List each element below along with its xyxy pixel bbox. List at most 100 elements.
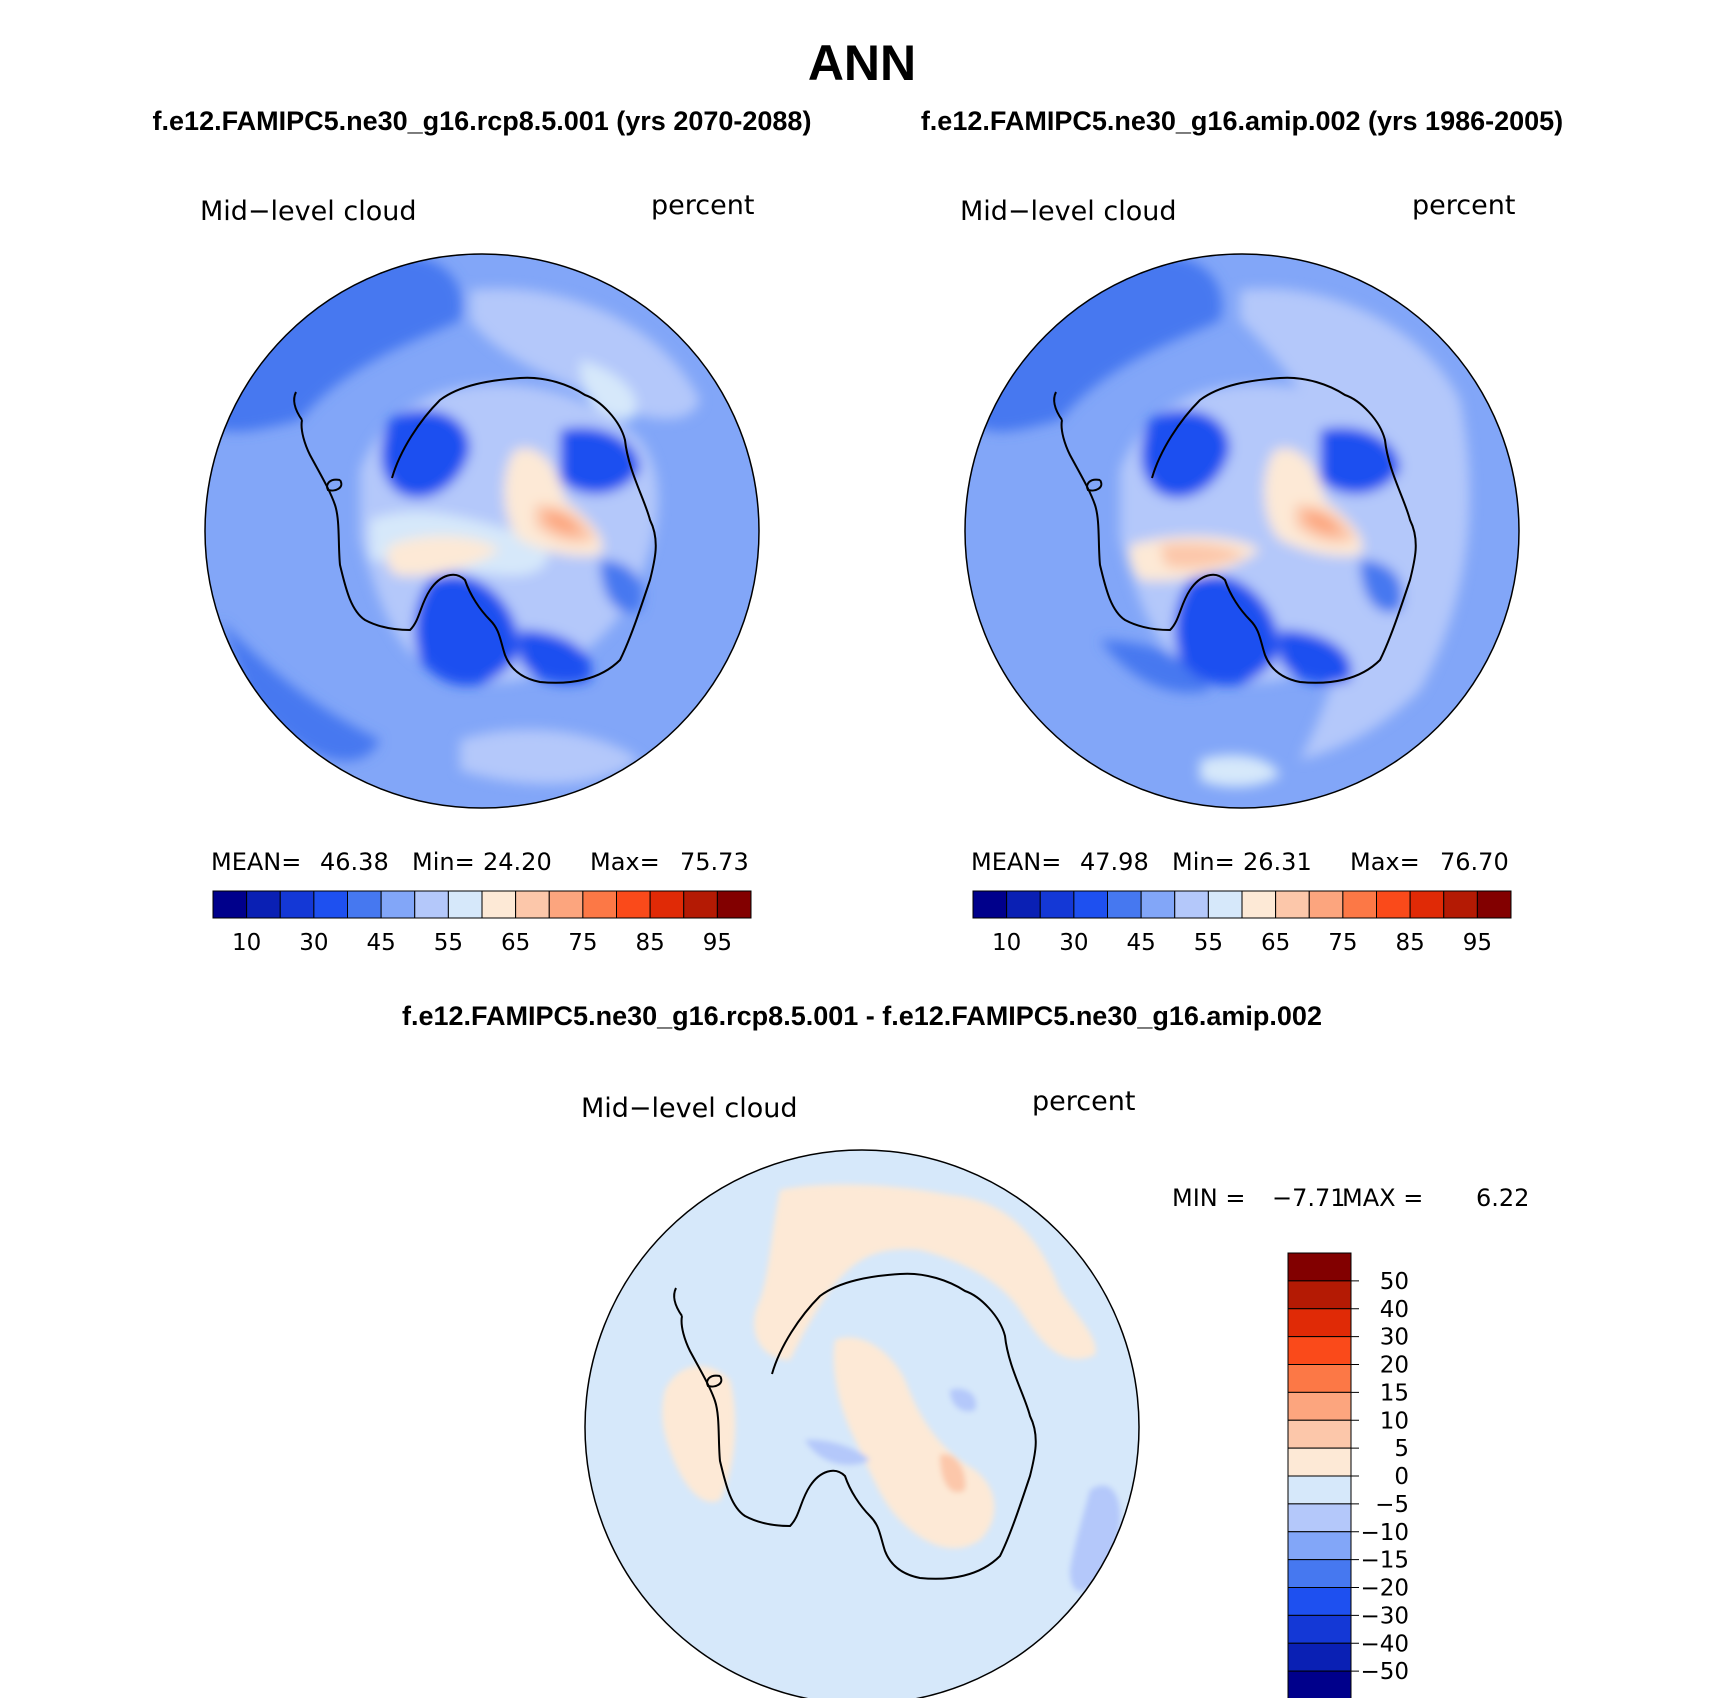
colorbar-swatch bbox=[1006, 890, 1041, 919]
colorbar-tick-label: 15 bbox=[1380, 1380, 1409, 1406]
coastline-peninsula bbox=[293, 391, 343, 492]
colorbar-swatch bbox=[380, 890, 416, 919]
contour-deep-blue bbox=[970, 255, 1222, 432]
colorbar-tick-label: 5 bbox=[1394, 1436, 1409, 1462]
colorbar-swatch bbox=[616, 890, 651, 919]
coastline-peninsula bbox=[1053, 391, 1103, 492]
colorbar-tick-label: −40 bbox=[1360, 1631, 1409, 1657]
contour-high-blue bbox=[381, 410, 470, 498]
colorbar-swatch bbox=[1174, 890, 1209, 919]
mean-label: MEAN= bbox=[211, 848, 301, 876]
colorbar-swatch bbox=[1287, 1308, 1352, 1338]
min-label: Min= bbox=[1172, 848, 1235, 876]
polar-map-difference bbox=[585, 1150, 1139, 1698]
contour-high-blue bbox=[520, 630, 592, 684]
contour-deep-blue bbox=[1100, 640, 1210, 693]
colorbar-swatch bbox=[1409, 890, 1445, 919]
colorbar-swatch bbox=[1275, 890, 1310, 919]
map-panel-b: Mid−level cloud percent bbox=[960, 190, 1520, 956]
colorbar-swatch bbox=[1287, 1614, 1352, 1644]
contour-warm bbox=[386, 535, 500, 577]
colorbar-swatch bbox=[447, 890, 483, 919]
contour-light-blue bbox=[1200, 755, 1280, 787]
contour-light-blue bbox=[580, 360, 637, 420]
colorbar-tick-label: −50 bbox=[1360, 1659, 1409, 1685]
map-border bbox=[204, 253, 760, 809]
colorbar-swatch bbox=[481, 890, 517, 919]
colorbar-tick-label: 85 bbox=[635, 930, 664, 956]
contour-mid-blue bbox=[1360, 560, 1403, 613]
colorbar-a: 10 30 45 55 65 75 85 95 bbox=[212, 890, 752, 956]
colorbar-tick-label: 85 bbox=[1395, 930, 1424, 956]
colorbar-swatch bbox=[1287, 1559, 1352, 1588]
colorbar-swatch bbox=[1476, 890, 1512, 919]
max-label: Max= bbox=[590, 848, 660, 876]
max-label: MAX = bbox=[1342, 1184, 1423, 1212]
colorbar-tick-label: 75 bbox=[1328, 930, 1357, 956]
colorbar-swatch bbox=[1241, 890, 1277, 919]
min-label: MIN = bbox=[1172, 1184, 1245, 1212]
colorbar-swatch bbox=[1287, 1336, 1352, 1365]
colorbar-tick-label: 65 bbox=[1261, 930, 1290, 956]
coastline-antarctica bbox=[680, 1272, 1037, 1580]
colorbar-tick-label: 65 bbox=[501, 930, 530, 956]
figure-title: ANN bbox=[808, 35, 916, 91]
contour-mid-blue bbox=[600, 560, 643, 613]
variable-label: Mid−level cloud bbox=[960, 196, 1176, 227]
min-value: 26.31 bbox=[1243, 848, 1312, 876]
contour-negative bbox=[1070, 1485, 1121, 1592]
colorbar-tick-label: 50 bbox=[1380, 1269, 1409, 1295]
coastline-peninsula bbox=[673, 1287, 723, 1388]
colorbar-swatch bbox=[1308, 890, 1344, 919]
colorbar-swatch bbox=[515, 890, 550, 919]
colorbar-tick-label: 30 bbox=[1059, 930, 1088, 956]
variable-label: Mid−level cloud bbox=[581, 1093, 797, 1124]
colorbar-swatch bbox=[1287, 1531, 1352, 1561]
contour-warmer bbox=[1160, 543, 1245, 569]
colorbar-tick-label: 0 bbox=[1394, 1464, 1409, 1490]
colorbar-tick-label: 10 bbox=[232, 930, 261, 956]
colorbar-swatch bbox=[1287, 1587, 1352, 1616]
contour-light-blue bbox=[470, 288, 700, 419]
colorbar-swatch bbox=[313, 890, 348, 919]
colorbar-swatch bbox=[1287, 1503, 1352, 1533]
contour-high-blue bbox=[414, 574, 520, 686]
contour-high-blue bbox=[1141, 410, 1230, 498]
colorbar-swatch bbox=[582, 890, 617, 919]
polar-map-a bbox=[205, 254, 759, 808]
map-panel-difference: Mid−level cloud percent MIN = −7.71 MAX … bbox=[581, 1086, 1529, 1698]
contour-positive bbox=[833, 1337, 995, 1549]
colorbar-tick-label: 40 bbox=[1380, 1297, 1409, 1323]
subtitle-right: f.e12.FAMIPC5.ne30_g16.amip.002 (yrs 198… bbox=[921, 106, 1563, 136]
max-value: 76.70 bbox=[1440, 848, 1509, 876]
subtitle-left: f.e12.FAMIPC5.ne30_g16.rcp8.5.001 (yrs 2… bbox=[153, 106, 812, 136]
colorbar-swatch bbox=[414, 890, 449, 919]
contour-deep-blue bbox=[220, 620, 380, 761]
contour-high-blue bbox=[1280, 630, 1352, 684]
units-label: percent bbox=[651, 190, 754, 221]
colorbar-tick-label: 10 bbox=[1380, 1408, 1409, 1434]
colorbar-tick-label: 95 bbox=[703, 930, 732, 956]
colorbar-swatch bbox=[212, 890, 248, 919]
colorbar-tick-label: 45 bbox=[1126, 930, 1155, 956]
colorbar-swatch bbox=[683, 890, 718, 919]
max-value: 6.22 bbox=[1476, 1184, 1529, 1212]
colorbar-tick-label: −15 bbox=[1360, 1548, 1409, 1574]
colorbar-swatch bbox=[716, 890, 752, 919]
colorbar-swatch bbox=[1207, 890, 1243, 919]
colorbar-swatch bbox=[347, 890, 382, 919]
colorbar-swatch bbox=[1443, 890, 1478, 919]
contour-positive bbox=[662, 1366, 736, 1502]
contour-negative bbox=[950, 1388, 976, 1412]
colorbar-swatch bbox=[1287, 1391, 1352, 1421]
coastline-antarctica bbox=[300, 376, 657, 684]
mean-value: 47.98 bbox=[1080, 848, 1149, 876]
colorbar-b: 10 30 45 55 65 75 85 95 bbox=[972, 890, 1512, 956]
max-label: Max= bbox=[1350, 848, 1420, 876]
map-border bbox=[584, 1149, 1140, 1698]
map-panel-a: Mid−level cloud percent bbox=[200, 190, 760, 956]
colorbar-swatch bbox=[246, 890, 281, 919]
units-label: percent bbox=[1412, 190, 1515, 221]
units-label: percent bbox=[1032, 1086, 1135, 1117]
contour-light-blue bbox=[460, 729, 640, 784]
